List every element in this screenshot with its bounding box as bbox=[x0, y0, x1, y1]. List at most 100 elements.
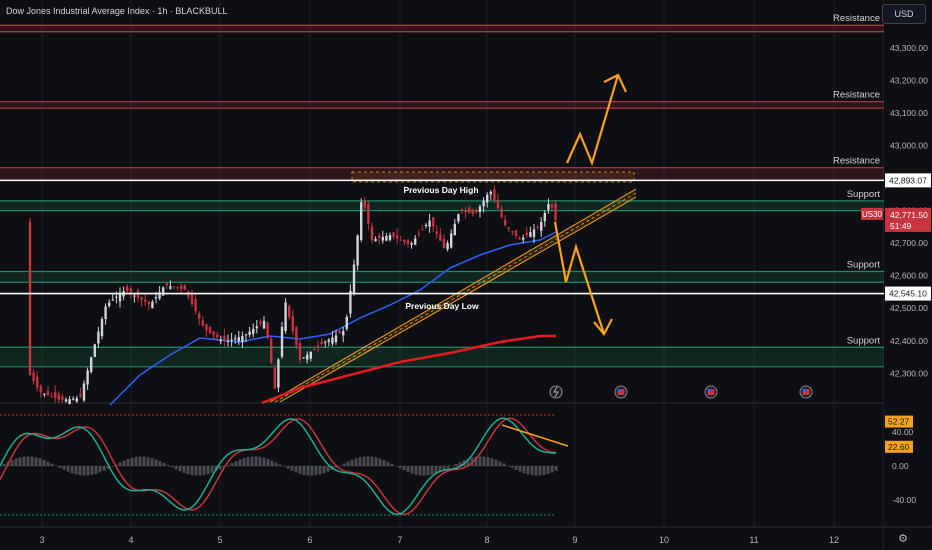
histogram-bar bbox=[310, 466, 314, 476]
symbol-tag-text: US30 bbox=[862, 210, 883, 219]
price-tick-label: 43,300.00 bbox=[890, 43, 928, 53]
histogram-bar bbox=[126, 458, 130, 466]
candle-body bbox=[514, 230, 518, 236]
oscillator-tag-value: 52.27 bbox=[888, 417, 910, 427]
lightning-bolt bbox=[553, 386, 559, 398]
time-tick-label: 10 bbox=[659, 535, 669, 545]
price-tag bbox=[885, 173, 931, 188]
candle-body bbox=[158, 292, 161, 299]
histogram-bar bbox=[402, 466, 406, 471]
candle-body bbox=[500, 208, 503, 218]
histogram-bar bbox=[374, 457, 378, 466]
price-axis[interactable]: 43,300.00 43,200.00 43,100.00 43,000.00 42,8… bbox=[861, 0, 932, 550]
candle-body bbox=[378, 235, 381, 238]
histogram-bar bbox=[178, 466, 182, 472]
price-tick-label: 42,300.00 bbox=[890, 368, 928, 378]
candle-body bbox=[277, 359, 280, 388]
last-price-value: 42,771.50 bbox=[890, 210, 928, 220]
candle-body bbox=[360, 202, 363, 240]
histogram-bar bbox=[270, 460, 274, 466]
histogram-bar bbox=[342, 463, 346, 466]
zone-fill bbox=[0, 25, 884, 32]
candle-body bbox=[262, 320, 266, 329]
candle-body bbox=[280, 327, 284, 357]
histogram-bar bbox=[406, 466, 410, 473]
ma-blue-line bbox=[109, 231, 557, 406]
candle-body bbox=[259, 321, 262, 324]
oscillator-signal-line bbox=[0, 417, 557, 516]
currency-button[interactable]: USD bbox=[882, 4, 926, 24]
candle-body bbox=[486, 194, 489, 203]
histogram-bar bbox=[22, 456, 26, 466]
candle-body bbox=[435, 231, 438, 234]
histogram-bar bbox=[198, 466, 202, 476]
histogram-bar bbox=[530, 466, 534, 476]
histogram-bar bbox=[286, 466, 290, 469]
histogram-bar bbox=[14, 458, 18, 466]
histogram-bar bbox=[194, 466, 198, 476]
price-tag-value: 42,545.10 bbox=[889, 289, 927, 299]
support-label: Support bbox=[847, 189, 881, 200]
candle-body bbox=[367, 203, 370, 224]
candle-body bbox=[61, 396, 64, 400]
histogram-bar bbox=[174, 466, 178, 470]
candle-body bbox=[392, 232, 395, 237]
oscillator-tick-label: 0.00 bbox=[892, 461, 909, 471]
time-axis[interactable]: 3 4 5 6 7 8 9 10 11 12 bbox=[0, 526, 932, 545]
candle-body bbox=[327, 339, 330, 342]
previous-day-high-label: Previous Day High bbox=[403, 185, 478, 195]
candle-body bbox=[471, 209, 474, 215]
candle-body bbox=[302, 357, 305, 359]
histogram-bar bbox=[538, 466, 542, 476]
axis-background bbox=[884, 0, 932, 550]
histogram-bar bbox=[78, 466, 82, 476]
histogram-bar bbox=[366, 456, 370, 466]
time-tick-label: 11 bbox=[749, 535, 758, 545]
candle-body bbox=[255, 326, 258, 329]
candle-body bbox=[442, 238, 446, 248]
histogram-bar bbox=[86, 466, 90, 476]
candle-body bbox=[32, 372, 35, 382]
histogram-bar bbox=[378, 458, 382, 466]
histogram-bar bbox=[70, 466, 74, 474]
ma-red-line bbox=[261, 334, 556, 405]
histogram-bar bbox=[102, 466, 106, 471]
candle-body bbox=[39, 386, 42, 393]
histogram-bar bbox=[38, 458, 42, 466]
candle-body bbox=[208, 326, 212, 333]
candle-body bbox=[82, 383, 86, 401]
histogram-bar bbox=[518, 466, 522, 472]
candle-body bbox=[205, 324, 208, 331]
candle-body bbox=[349, 290, 352, 314]
gear-icon[interactable]: ⚙ bbox=[898, 533, 908, 545]
candle-body bbox=[234, 338, 237, 340]
candle-body bbox=[93, 344, 96, 357]
support-label: Support bbox=[847, 259, 881, 270]
candle-body bbox=[518, 238, 521, 240]
bearish-arrow bbox=[553, 221, 606, 335]
candle-body bbox=[446, 243, 449, 250]
histogram-bar bbox=[386, 461, 390, 466]
candle-body bbox=[230, 339, 233, 341]
candle-body bbox=[496, 199, 500, 209]
histogram-bar bbox=[110, 466, 114, 467]
histogram-bar bbox=[334, 466, 338, 468]
candle-body bbox=[331, 337, 334, 344]
candle-body bbox=[90, 357, 93, 372]
histogram-bar bbox=[522, 466, 526, 474]
candle-body bbox=[547, 204, 550, 210]
candle-countdown: 51:49 bbox=[890, 221, 912, 231]
candle-body bbox=[554, 203, 557, 221]
level-lines: Previous Day High Previous Day Low bbox=[0, 179, 884, 311]
histogram-bar bbox=[166, 465, 170, 466]
candle-body bbox=[489, 191, 492, 195]
histogram-bar bbox=[118, 462, 122, 466]
histogram-bar bbox=[426, 466, 430, 476]
histogram-bar bbox=[186, 466, 190, 475]
oscillator-tag bbox=[885, 440, 913, 453]
histogram-bar bbox=[98, 466, 102, 473]
candle-body bbox=[43, 393, 46, 395]
candle-body bbox=[381, 237, 384, 241]
histogram-bar bbox=[134, 456, 138, 466]
